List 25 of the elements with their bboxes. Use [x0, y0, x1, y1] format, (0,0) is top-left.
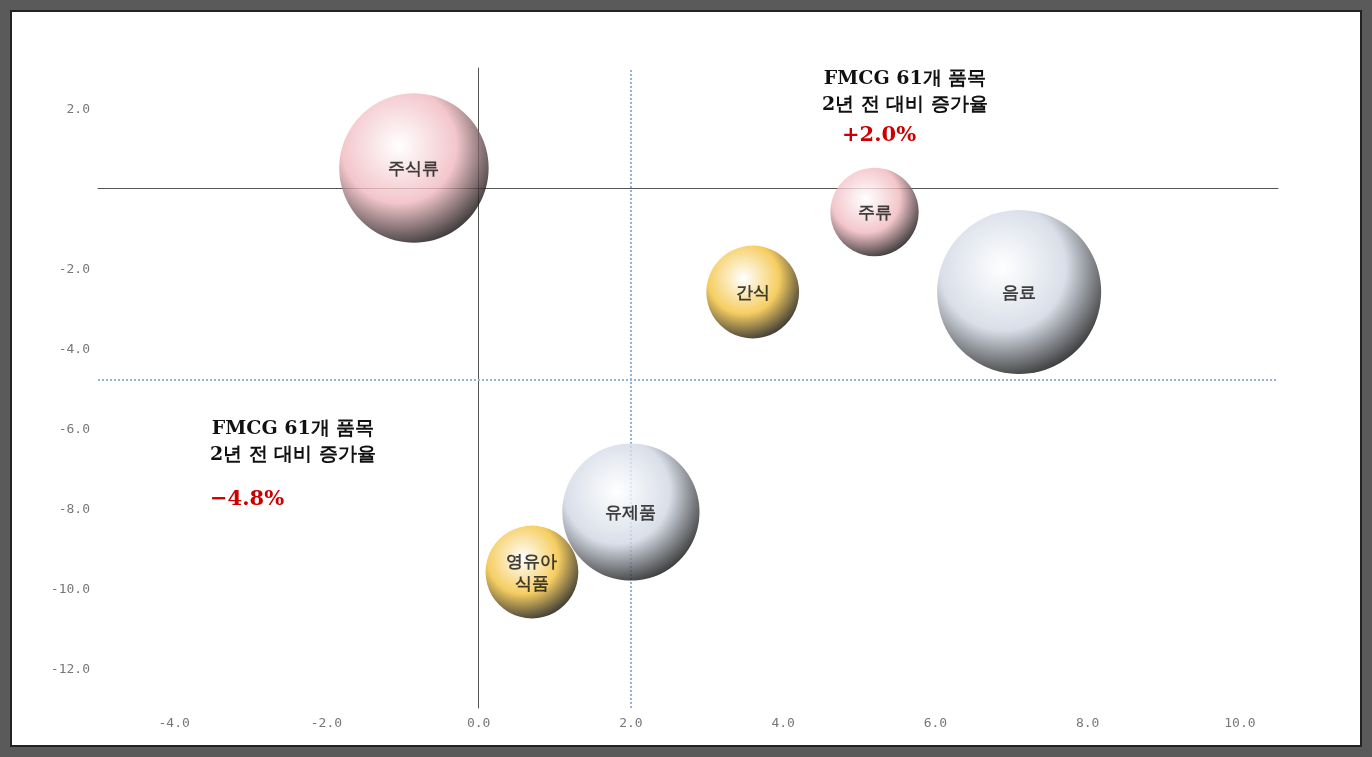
x-tick-label: -4.0 — [158, 715, 190, 730]
y-tick-label: -12.0 — [50, 660, 90, 676]
x-tick-label: 0.0 — [466, 715, 491, 730]
data-label: 음료 — [1002, 282, 1037, 302]
annotation: +2.0% — [842, 120, 917, 146]
y-tick-label: -4.0 — [58, 340, 90, 356]
data-label: 유제품 — [605, 502, 657, 522]
x-tick-label: 10.0 — [1224, 715, 1256, 730]
x-tick-label: 6.0 — [923, 715, 948, 730]
x-tick-label: -2.0 — [310, 715, 343, 730]
data-label: 간식 — [735, 282, 770, 302]
x-tick-label: 4.0 — [771, 715, 795, 730]
data-label: 주식류 — [388, 158, 440, 178]
y-tick-label: -6.0 — [58, 420, 90, 436]
annotation: FMCG 61개 품목 2년 전 대비 증가율 — [209, 416, 377, 464]
y-tick-label: -2.0 — [58, 260, 90, 276]
data-label: 영유아 식품 — [506, 551, 558, 593]
x-tick-label: 2.0 — [619, 715, 643, 730]
y-tick-label: -8.0 — [58, 500, 90, 516]
annotation: −4.8% — [210, 484, 285, 510]
x-tick-label: 8.0 — [1075, 715, 1100, 730]
data-label: 주류 — [857, 202, 892, 222]
annotation: FMCG 61개 품목 2년 전 대비 증가율 — [821, 66, 989, 114]
y-tick-label: 2.0 — [66, 100, 90, 116]
y-tick-label: -10.0 — [50, 580, 90, 596]
